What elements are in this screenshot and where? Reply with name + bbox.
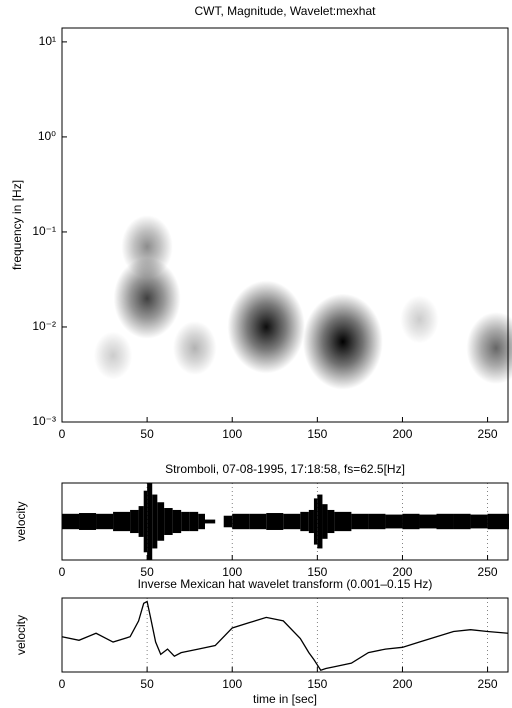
trace-segment xyxy=(419,514,437,529)
x-tick-label: 50 xyxy=(140,427,154,441)
plot-frame xyxy=(61,597,509,673)
trace-segment xyxy=(487,513,508,530)
x-tick-label: 0 xyxy=(59,427,66,441)
trace-segment xyxy=(130,509,139,534)
x-tick-label: 0 xyxy=(59,565,66,579)
x-tick-label: 100 xyxy=(222,427,242,441)
trace-segment xyxy=(308,509,314,534)
chart-title: Inverse Mexican hat wavelet transform (0… xyxy=(138,577,433,591)
x-tick-label: 100 xyxy=(222,565,242,579)
magnitude-blob xyxy=(93,331,133,380)
y-tick-label: 10⁻¹ xyxy=(32,224,56,238)
trace-segment xyxy=(322,504,328,539)
trace-segment xyxy=(436,513,454,530)
trace-segment xyxy=(327,509,335,534)
magnitude-blob xyxy=(400,295,439,344)
trace-segment xyxy=(147,483,153,560)
x-tick-label: 0 xyxy=(59,677,66,691)
magnitude-blob xyxy=(121,215,173,279)
trace-segment xyxy=(198,513,205,530)
trace-segment xyxy=(453,513,471,530)
y-axis-label: frequency in [Hz] xyxy=(10,180,24,270)
trace-segment xyxy=(189,511,199,532)
plot-frame xyxy=(61,27,509,423)
trace-segment xyxy=(96,513,114,530)
trace-segment xyxy=(181,511,190,532)
trace-segment xyxy=(402,513,420,530)
plot-frame xyxy=(61,482,509,561)
trace-segment xyxy=(313,498,318,545)
x-tick-label: 50 xyxy=(140,565,154,579)
trace-segment xyxy=(385,514,403,529)
x-tick-label: 250 xyxy=(478,427,498,441)
x-axis-label: time in [sec] xyxy=(253,692,317,706)
x-tick-label: 150 xyxy=(307,427,327,441)
trace-segment xyxy=(143,490,148,553)
trace-segment xyxy=(204,519,216,524)
chart-title: Stromboli, 07-08-1995, 17:18:58, fs=62.5… xyxy=(165,462,405,476)
trace-segment xyxy=(164,508,173,535)
trace-segment xyxy=(283,513,301,530)
magnitude-blob xyxy=(302,293,383,390)
trace-segment xyxy=(249,513,267,530)
trace-segment xyxy=(351,513,369,530)
x-tick-label: 200 xyxy=(392,677,412,691)
trace-segment xyxy=(157,502,165,541)
trace-segment xyxy=(152,494,158,549)
y-tick-label: 10¹ xyxy=(39,34,56,48)
y-axis-label: velocity xyxy=(14,501,28,541)
chart-title: CWT, Magnitude, Wavelet:mexhat xyxy=(195,4,377,18)
x-tick-label: 100 xyxy=(222,677,242,691)
trace-segment xyxy=(113,511,131,532)
x-tick-label: 250 xyxy=(478,677,498,691)
magnitude-blob xyxy=(113,257,181,339)
y-tick-label: 10⁻³ xyxy=(32,414,56,428)
trace-segment xyxy=(172,509,182,534)
trace-segment xyxy=(334,511,352,532)
trace-segment xyxy=(232,513,250,530)
y-axis-label: velocity xyxy=(14,615,28,655)
x-tick-label: 200 xyxy=(392,565,412,579)
trace-segment xyxy=(79,513,97,530)
x-tick-label: 200 xyxy=(392,427,412,441)
y-tick-label: 10⁰ xyxy=(38,129,56,143)
trace-segment xyxy=(138,506,144,537)
x-tick-label: 50 xyxy=(140,677,154,691)
x-tick-label: 150 xyxy=(307,677,327,691)
trace-segment xyxy=(470,514,488,529)
trace-segment xyxy=(317,494,323,549)
x-tick-label: 250 xyxy=(478,565,498,579)
magnitude-blob xyxy=(466,312,512,385)
trace-segment xyxy=(223,515,233,528)
trace-segment xyxy=(266,513,284,530)
trace-segment xyxy=(300,511,309,532)
y-tick-label: 10⁻² xyxy=(32,319,56,333)
trace-segment xyxy=(368,513,386,530)
x-tick-label: 150 xyxy=(307,565,327,579)
magnitude-blob xyxy=(172,321,217,376)
magnitude-blob xyxy=(227,280,305,374)
signal-line xyxy=(61,600,509,672)
trace-segment xyxy=(62,513,80,530)
